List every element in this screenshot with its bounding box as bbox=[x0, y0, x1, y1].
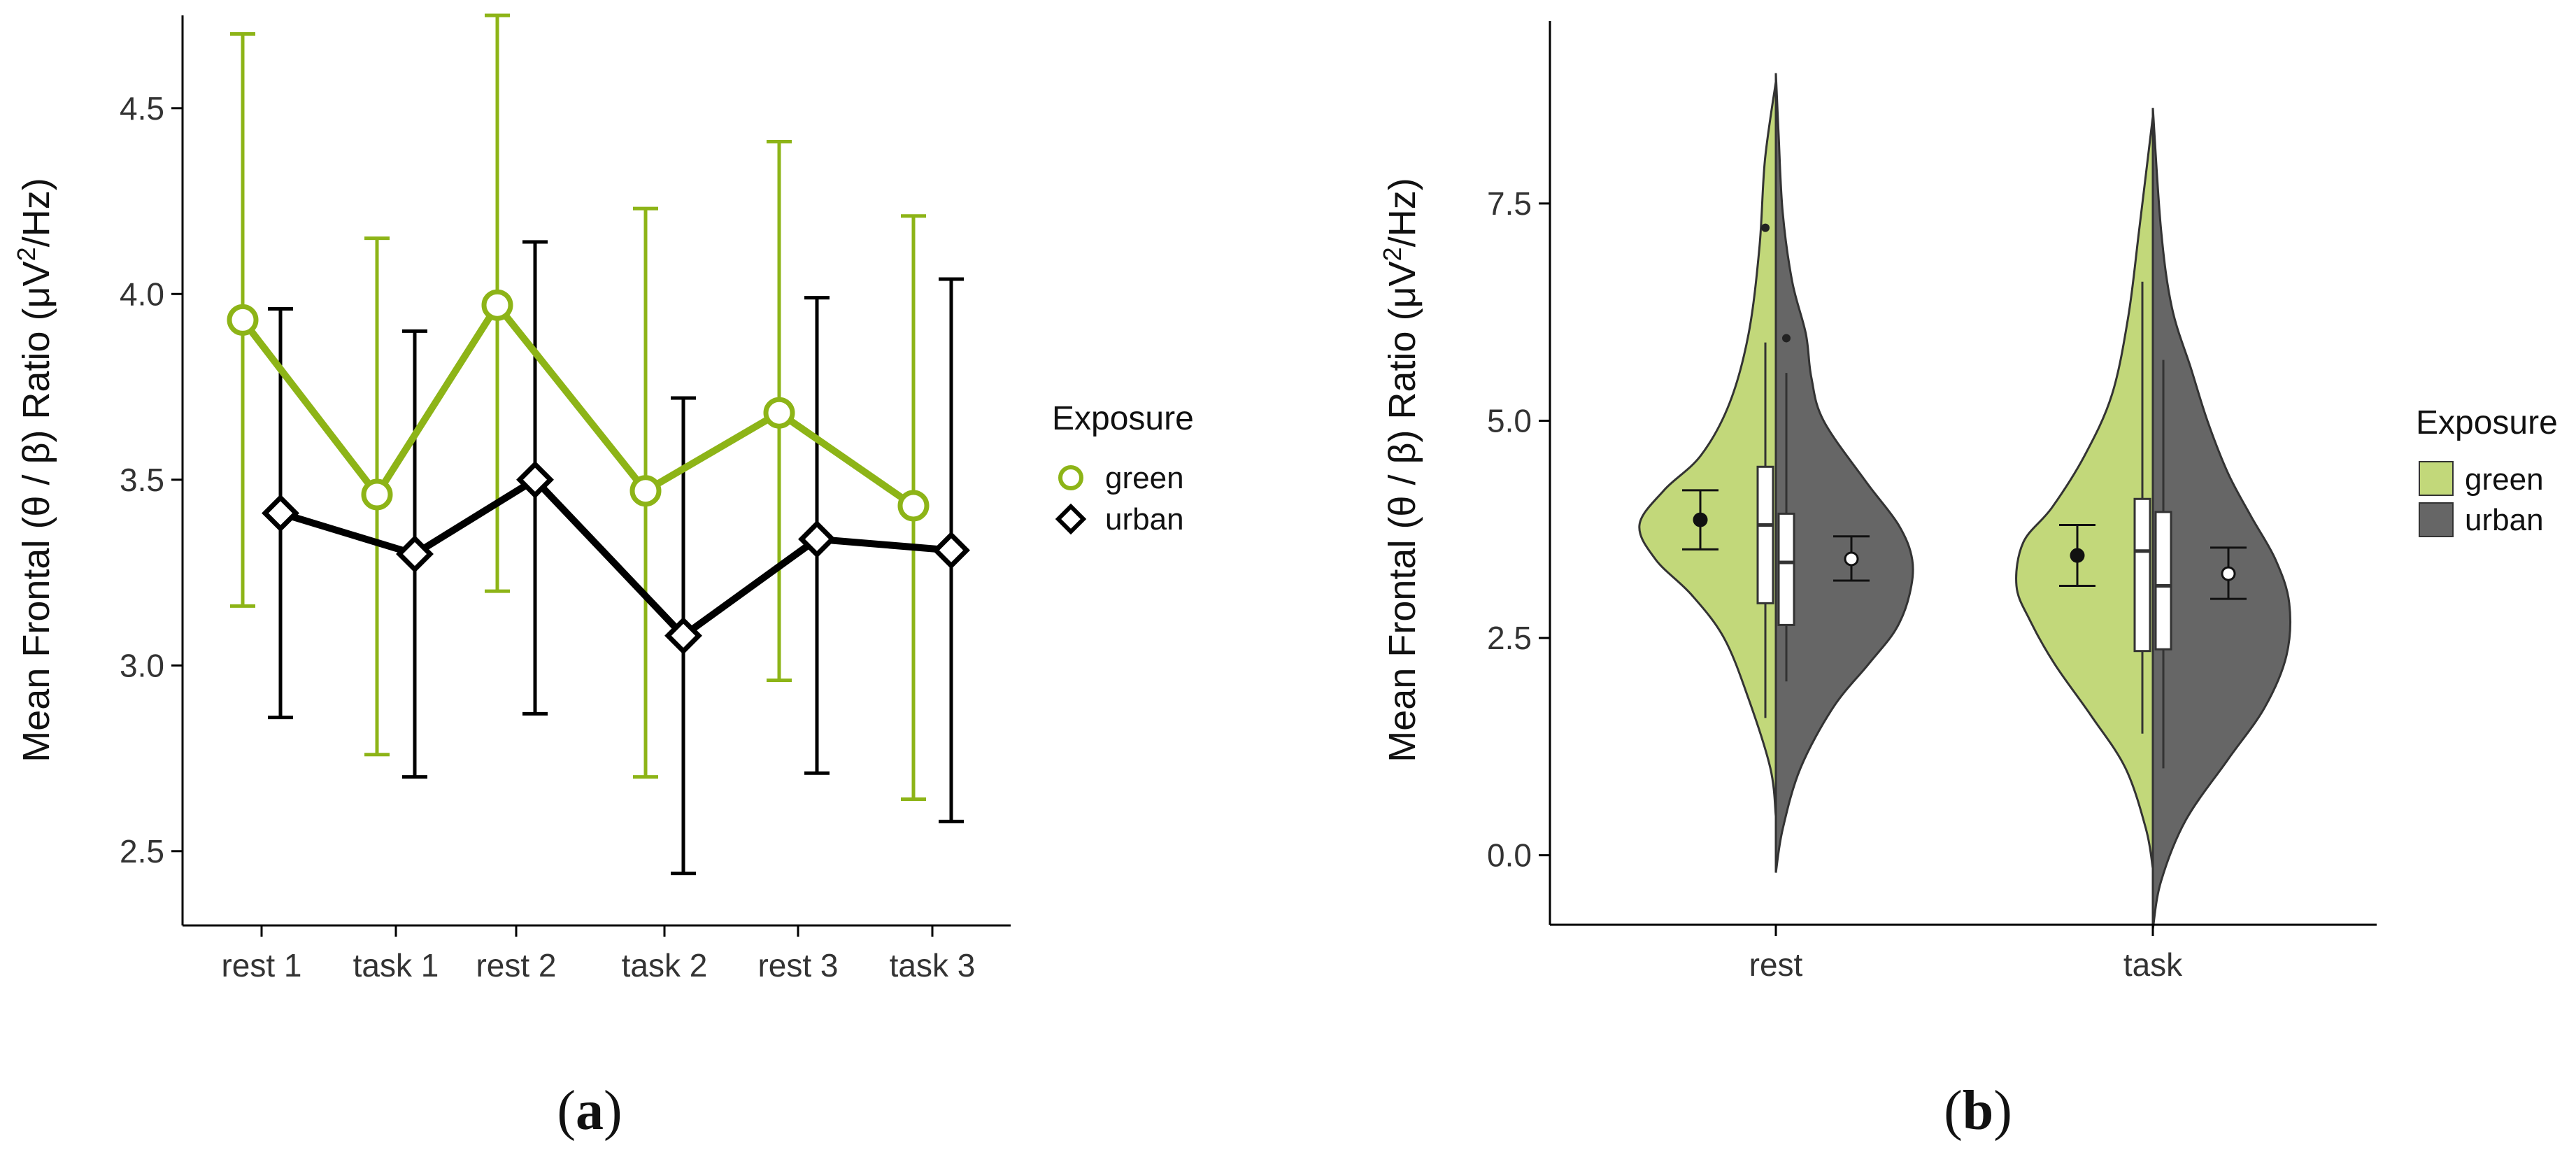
point-green bbox=[763, 397, 795, 429]
panel-b-label: (b) bbox=[1944, 1080, 2012, 1142]
box-green-rest bbox=[1756, 465, 1774, 604]
panel-a-x-tick-label: rest 2 bbox=[476, 947, 556, 984]
panel-a-x-tick-label: rest 1 bbox=[221, 947, 301, 984]
panel-a-y-tick-label: 2.5 bbox=[120, 833, 164, 869]
box-urban-rest bbox=[1777, 512, 1795, 626]
panel-b-x-ticks: rest task bbox=[1749, 925, 2183, 983]
point-urban bbox=[664, 616, 702, 655]
panel-a-series-lines bbox=[240, 301, 952, 639]
panel-a-y-tick-label: 4.5 bbox=[120, 90, 164, 127]
panel-b-y-tick-label: 7.5 bbox=[1487, 185, 1532, 222]
panel-a-y-ticks: 2.5 3.0 3.5 4.0 4.5 bbox=[120, 90, 183, 869]
panel-a-y-tick-label: 3.5 bbox=[120, 462, 164, 498]
panel-b-legend-title: Exposure bbox=[2416, 404, 2558, 441]
panel-a-x-tick-label: task 1 bbox=[353, 947, 439, 984]
point-urban bbox=[396, 535, 434, 573]
panel-b-y-tick-label: 2.5 bbox=[1487, 620, 1532, 656]
point-green bbox=[227, 304, 259, 336]
series-line-urban bbox=[279, 476, 952, 639]
panel-a-line-chart: 2.5 3.0 3.5 4.0 4.5 rest 1 task 1 rest 2 task 2… bbox=[12, 13, 1194, 1142]
box-green-task bbox=[2133, 497, 2151, 653]
panel-b-violin-chart: 0.0 2.5 5.0 7.5 rest task Mean Frontal (θ / … bbox=[1378, 21, 2558, 1142]
violin-urban-task bbox=[2151, 108, 2291, 930]
panel-b-legend: Exposure green urban bbox=[2416, 404, 2558, 537]
panel-b-legend-key-urban bbox=[2419, 502, 2454, 537]
panel-b-x-tick-label: task bbox=[2123, 946, 2183, 983]
panel-a-x-ticks: rest 1 task 1 rest 2 task 2 rest 3 task 3 bbox=[221, 925, 975, 984]
point-urban bbox=[932, 531, 970, 569]
violin-green-task bbox=[2015, 116, 2154, 869]
panel-a-x-tick-label: task 3 bbox=[890, 947, 976, 984]
panel-b-boxplots bbox=[1756, 223, 2172, 769]
panel-a-legend-label-green: green bbox=[1105, 461, 1184, 495]
panel-b-mean-ci bbox=[1682, 489, 2247, 600]
outlier-urban-rest bbox=[1782, 334, 1791, 343]
mean-point-urban-task bbox=[2221, 566, 2236, 581]
panel-b-x-tick-label: rest bbox=[1749, 946, 1803, 983]
point-green bbox=[629, 475, 662, 507]
violin-urban-rest bbox=[1774, 73, 1914, 873]
panel-a-x-tick-label: rest 3 bbox=[757, 947, 838, 984]
point-green bbox=[481, 289, 513, 321]
mean-point-urban-rest bbox=[1844, 551, 1859, 567]
point-green bbox=[897, 490, 930, 522]
panel-a-legend-key-green bbox=[1058, 465, 1083, 490]
panel-b-y-tick-label: 0.0 bbox=[1487, 837, 1532, 874]
panel-a-legend-label-urban: urban bbox=[1105, 502, 1184, 537]
point-urban bbox=[516, 460, 554, 499]
point-urban bbox=[798, 520, 836, 558]
violin-green-rest bbox=[1638, 81, 1777, 816]
panel-a-label: (a) bbox=[557, 1080, 622, 1142]
panel-b-y-ticks: 0.0 2.5 5.0 7.5 bbox=[1487, 185, 1550, 874]
panel-b-legend-label-green: green bbox=[2465, 462, 2544, 497]
box-urban-task bbox=[2154, 511, 2172, 651]
point-green bbox=[361, 478, 393, 511]
outlier-green-rest bbox=[1761, 223, 1770, 232]
mean-point-green-task bbox=[2070, 548, 2085, 563]
panel-a-legend: Exposure green urban bbox=[1052, 400, 1194, 537]
panel-a-markers bbox=[227, 289, 970, 655]
panel-b-violins bbox=[1638, 73, 2291, 930]
panel-b-y-tick-label: 5.0 bbox=[1487, 402, 1532, 439]
panel-b-y-axis-title: Mean Frontal (θ / β) Ratio (μV2/Hz) bbox=[1378, 178, 1423, 762]
panel-a-y-tick-label: 3.0 bbox=[120, 647, 164, 683]
panel-b-legend-label-urban: urban bbox=[2465, 503, 2544, 537]
mean-point-green-rest bbox=[1693, 512, 1708, 527]
series-line-green bbox=[240, 301, 916, 509]
panel-b-legend-key-green bbox=[2419, 461, 2454, 496]
panel-a-y-tick-label: 4.0 bbox=[120, 276, 164, 312]
panel-a-x-tick-label: task 2 bbox=[622, 947, 708, 984]
panel-a-y-axis-title: Mean Frontal (θ / β) Ratio (μV2/Hz) bbox=[12, 178, 57, 762]
panel-a-legend-key-urban bbox=[1055, 503, 1087, 535]
panel-a-legend-title: Exposure bbox=[1052, 400, 1194, 437]
point-urban bbox=[262, 494, 299, 532]
